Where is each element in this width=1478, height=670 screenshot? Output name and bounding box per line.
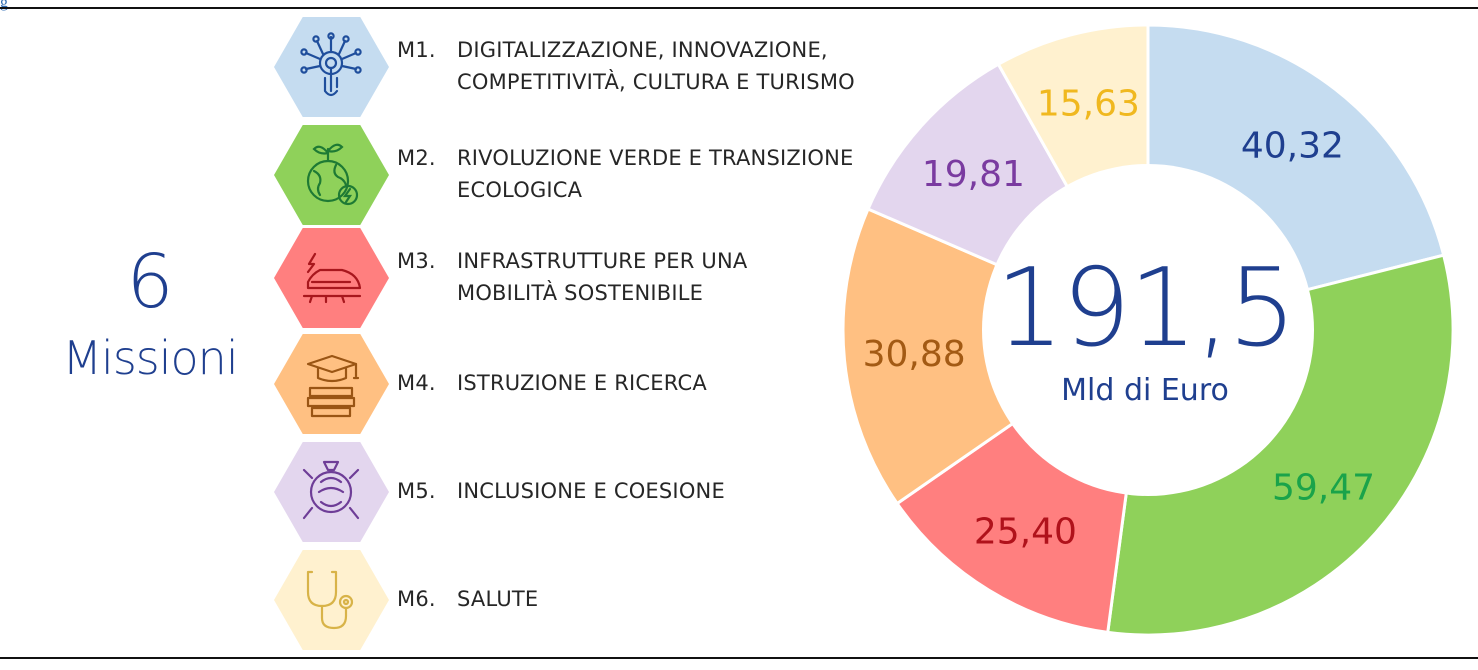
slice-value-m2: 59,47: [1272, 467, 1375, 508]
top-rule: [0, 7, 1478, 9]
slice-value-m6: 15,63: [1037, 84, 1140, 125]
total-label: Mld di Euro: [1061, 373, 1229, 408]
mission-hexagon: [274, 334, 389, 434]
mission-row-m3: M3. INFRASTRUTTURE PER UNA MOBILITÀ SOST…: [274, 228, 874, 328]
mission-title-line: SALUTE: [457, 587, 539, 611]
slice-value-m1: 40,32: [1241, 126, 1344, 167]
mission-title: SALUTE: [457, 583, 538, 615]
mission-title-line: INFRASTRUTTURE PER UNA: [457, 249, 748, 273]
mission-hexagon: [274, 442, 389, 542]
green-earth-icon: [306, 143, 359, 206]
corner-link[interactable]: g: [0, 0, 8, 11]
mission-title-line: ISTRUZIONE E RICERCA: [457, 371, 707, 395]
mission-title-line: DIGITALIZZAZIONE, INNOVAZIONE,: [457, 38, 828, 62]
stethoscope-icon: [306, 570, 354, 630]
mission-row-m2: M2. RIVOLUZIONE VERDE E TRANSIZIONE ECOL…: [274, 125, 874, 225]
joined-hands-icon: [302, 460, 360, 520]
slice-value-m5: 19,81: [922, 154, 1025, 195]
mission-title: INFRASTRUTTURE PER UNA MOBILITÀ SOSTENIB…: [457, 245, 747, 309]
mission-code: M6.: [397, 587, 436, 611]
slice-value-m3: 25,40: [974, 511, 1077, 552]
donut-hole: [982, 164, 1314, 496]
mission-row-m4: M4. ISTRUZIONE E RICERCA: [274, 334, 874, 434]
budget-donut-chart: 40,32 59,47 25,40 30,88 19,81 15,63 191,5 Mld…: [841, 23, 1455, 637]
mission-code: M5.: [397, 479, 436, 503]
mission-code: M4.: [397, 371, 436, 395]
mission-hexagon: [274, 17, 389, 117]
mission-hexagon: [274, 550, 389, 650]
slice-value-m4: 30,88: [863, 334, 966, 375]
mission-row-m5: M5. INCLUSIONE E COESIONE: [274, 442, 874, 542]
mission-title-line: INCLUSIONE E COESIONE: [457, 479, 725, 503]
mission-code: M2.: [397, 146, 436, 170]
bottom-rule: [0, 657, 1478, 659]
mission-title-line: COMPETITIVITÀ, CULTURA E TURISMO: [457, 70, 855, 94]
digital-touch-icon: [300, 32, 362, 97]
mission-title: INCLUSIONE E COESIONE: [457, 475, 725, 507]
mission-code: M3.: [397, 249, 436, 273]
mission-title: RIVOLUZIONE VERDE E TRANSIZIONE ECOLOGIC…: [457, 142, 853, 206]
mission-title: ISTRUZIONE E RICERCA: [457, 367, 707, 399]
mission-title-line: ECOLOGICA: [457, 178, 583, 202]
mission-title: DIGITALIZZAZIONE, INNOVAZIONE, COMPETITI…: [457, 34, 855, 98]
train-icon: [302, 252, 362, 304]
mission-title-line: RIVOLUZIONE VERDE E TRANSIZIONE: [457, 146, 854, 170]
missions-count: 6: [126, 239, 174, 325]
missions-title: Missioni: [62, 331, 238, 385]
total-value: 191,5: [995, 246, 1294, 371]
donut-slice-labels: 40,32 59,47 25,40 30,88 19,81 15,63: [863, 84, 1375, 553]
mission-row-m6: M6. SALUTE: [274, 550, 874, 650]
graduation-books-icon: [306, 354, 360, 418]
mission-code: M1.: [397, 38, 436, 62]
mission-hexagon: [274, 125, 389, 225]
mission-hexagon: [274, 228, 389, 328]
mission-row-m1: M1. DIGITALIZZAZIONE, INNOVAZIONE, COMPE…: [274, 17, 874, 117]
mission-title-line: MOBILITÀ SOSTENIBILE: [457, 281, 704, 305]
